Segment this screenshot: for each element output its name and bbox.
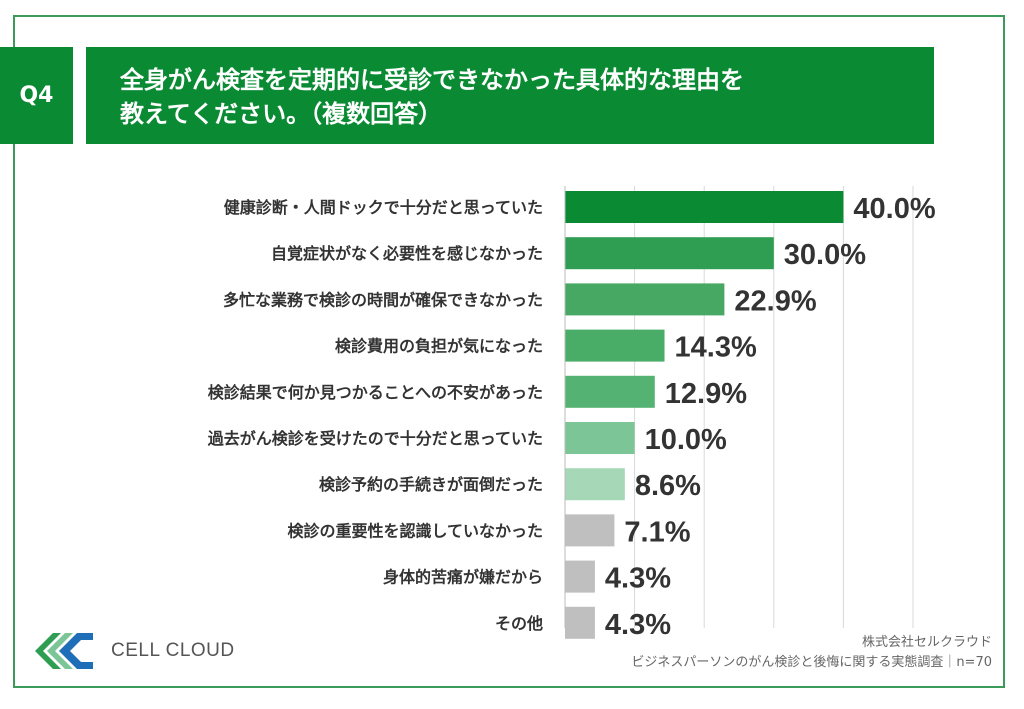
bar bbox=[565, 468, 625, 501]
source-company: 株式会社セルクラウド bbox=[861, 635, 992, 650]
value-label: 22.9% bbox=[734, 285, 816, 317]
value-label: 4.3% bbox=[605, 563, 671, 595]
bar bbox=[565, 422, 635, 454]
category-label: その他 bbox=[495, 614, 543, 633]
question-badge: Q4 bbox=[0, 47, 73, 144]
bar bbox=[565, 560, 595, 593]
bar bbox=[565, 514, 615, 547]
bar bbox=[565, 606, 595, 639]
category-label: 身体的苦痛が嫌だから bbox=[383, 568, 543, 587]
source-survey: ビジネスパーソンのがん検診と後悔に関する実態調査｜n=70 bbox=[631, 655, 992, 670]
category-label: 健康診断・人間ドックで十分だと思っていた bbox=[224, 198, 543, 217]
bar bbox=[565, 329, 665, 362]
question-title-line1: 全身がん検査を定期的に受診できなかった具体的な理由を bbox=[120, 66, 744, 94]
bar bbox=[565, 191, 844, 223]
source-note: 株式会社セルクラウド ビジネスパーソンのがん検診と後悔に関する実態調査｜n=70 bbox=[631, 633, 992, 673]
outer-frame bbox=[13, 15, 1005, 688]
value-label: 7.1% bbox=[624, 516, 690, 548]
cell-cloud-logo: CELL CLOUD bbox=[33, 628, 235, 674]
question-title: 全身がん検査を定期的に受診できなかった具体的な理由を 教えてください。（複数回答… bbox=[86, 47, 934, 144]
category-label: 自覚症状がなく必要性を感じなかった bbox=[271, 244, 543, 263]
value-label: 14.3% bbox=[675, 332, 757, 364]
category-label: 検診予約の手続きが面倒だった bbox=[319, 475, 543, 494]
value-label: 8.6% bbox=[635, 470, 701, 502]
category-label: 検診結果で何か見つかることへの不安があった bbox=[208, 383, 543, 402]
category-label: 検診費用の負担が気になった bbox=[335, 337, 543, 356]
value-label: 12.9% bbox=[665, 378, 747, 410]
category-label: 検診の重要性を認識していなかった bbox=[287, 521, 543, 540]
value-label: 30.0% bbox=[784, 239, 866, 271]
cell-cloud-logo-text: CELL CLOUD bbox=[111, 640, 235, 661]
category-label: 多忙な業務で検診の時間が確保できなかった bbox=[223, 290, 543, 309]
cell-cloud-logo-icon bbox=[35, 633, 93, 669]
value-label: 10.0% bbox=[645, 424, 727, 456]
value-label: 40.0% bbox=[853, 193, 935, 225]
bar bbox=[565, 237, 774, 270]
value-label: 4.3% bbox=[605, 609, 671, 641]
category-label: 過去がん検診を受けたので十分だと思っていた bbox=[207, 429, 543, 448]
bar bbox=[565, 375, 655, 408]
bar bbox=[565, 283, 725, 316]
question-title-line2: 教えてください。（複数回答） bbox=[120, 100, 443, 128]
